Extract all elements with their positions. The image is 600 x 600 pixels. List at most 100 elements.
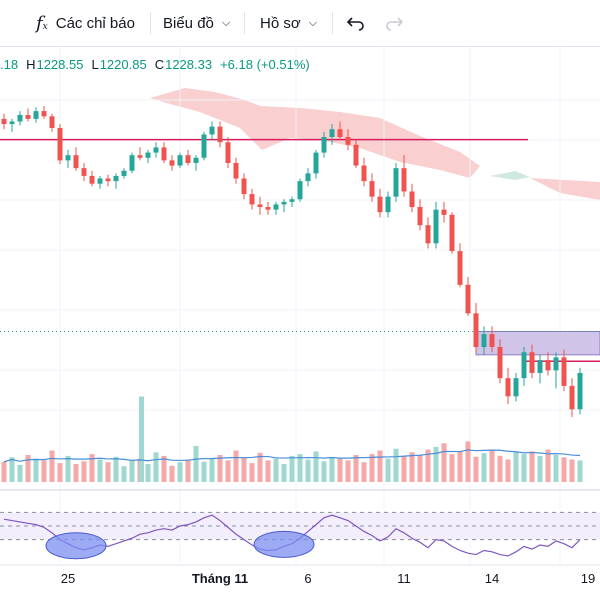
candle-body (569, 385, 575, 410)
candle-body (217, 126, 223, 143)
volume-bar (425, 449, 431, 482)
volume-bar (257, 452, 263, 482)
volume-bar (249, 463, 255, 482)
volume-bar (369, 454, 375, 482)
volume-bar (561, 457, 567, 482)
x-tick-label: Tháng 11 (192, 571, 248, 586)
volume-bar (217, 455, 223, 482)
candle-body (481, 334, 487, 348)
chevron-down-icon: ⌵ (308, 16, 318, 29)
cloud-bull (490, 171, 530, 180)
demand-zone-box (475, 330, 600, 356)
volume-bar (497, 455, 503, 482)
x-axis: 25 Tháng 11 6 11 14 19 (61, 571, 595, 586)
volume-ma-line (3, 449, 581, 463)
candle-body (65, 155, 71, 161)
volume-bar (73, 464, 79, 482)
candle (113, 173, 119, 189)
candle-body (337, 129, 343, 138)
volume-bar (489, 449, 495, 482)
volume-bar (401, 455, 407, 482)
volume-bar (81, 461, 87, 482)
volume-bar (361, 462, 367, 482)
candle-body (9, 121, 15, 125)
candle (329, 124, 335, 145)
candle (185, 150, 191, 166)
volume-bar (553, 455, 559, 482)
demand-zone (0, 330, 600, 356)
oversold-highlight (45, 532, 107, 560)
chart-type-label: Biểu đồ (163, 14, 214, 32)
candle (545, 352, 551, 376)
candle (393, 162, 399, 202)
ichimoku-cloud (150, 88, 600, 200)
chevron-down-icon: ⌵ (221, 16, 231, 29)
candle (473, 302, 479, 353)
candle-body (441, 209, 447, 215)
profile-label: Hồ sơ (260, 14, 301, 32)
candle (377, 188, 383, 218)
volume-bar (545, 449, 551, 482)
undo-button[interactable] (346, 0, 366, 46)
candle-body (113, 175, 119, 182)
volume-bar (273, 458, 279, 482)
candle-body (57, 127, 63, 161)
candle (1, 113, 7, 130)
candle (369, 173, 375, 202)
candle (129, 152, 135, 174)
candle-body (537, 360, 543, 373)
candle (81, 162, 87, 182)
volume-bar (313, 451, 319, 482)
candle (265, 201, 271, 215)
redo-icon (386, 17, 404, 31)
candle-body (321, 137, 327, 153)
volume-bar (241, 457, 247, 482)
fx-icon: fx (36, 12, 48, 34)
oversold-highlight (253, 530, 315, 558)
volume-bar (9, 457, 15, 482)
candle (361, 157, 367, 187)
rsi-pane (0, 489, 600, 566)
candle-body (489, 334, 495, 348)
candle (281, 199, 287, 213)
profile-dropdown[interactable]: Hồ sơ ⌵ (260, 0, 317, 46)
chart-type-dropdown[interactable]: Biểu đồ ⌵ (163, 0, 230, 46)
candle-body (185, 155, 191, 163)
candle-body (249, 194, 255, 205)
volume-bar (105, 462, 111, 482)
volume-bar (193, 446, 199, 482)
candle-body (545, 360, 551, 371)
candle-body (329, 129, 335, 138)
redo-button[interactable] (384, 0, 404, 46)
volume-bar (529, 451, 535, 482)
volume-bar (169, 465, 175, 482)
candle-body (209, 126, 215, 135)
volume-bar (569, 459, 575, 482)
candle-body (233, 162, 239, 179)
candle (121, 168, 127, 179)
close-value: 1228.33 (165, 56, 213, 72)
candle (553, 352, 559, 389)
volume-bar (337, 458, 343, 482)
candle (289, 196, 295, 208)
volume-bar (473, 456, 479, 482)
volume-bar (377, 450, 383, 482)
candle (569, 378, 575, 418)
x-tick-label: 19 (581, 571, 595, 586)
volume-bars (1, 396, 583, 482)
candle (345, 129, 351, 150)
cloud-bear (530, 178, 600, 200)
volume-bar (201, 461, 207, 482)
candle (193, 155, 199, 171)
volume-bar (57, 463, 63, 482)
candle-body (529, 352, 535, 373)
volume-bar (161, 455, 167, 482)
volume-bar (121, 466, 127, 482)
indicators-button[interactable]: fx Các chỉ báo (36, 0, 135, 46)
x-tick-label: 14 (485, 571, 499, 586)
candle-body (449, 214, 455, 252)
candle (177, 152, 183, 169)
candle-body (97, 178, 103, 184)
candle (25, 108, 31, 122)
